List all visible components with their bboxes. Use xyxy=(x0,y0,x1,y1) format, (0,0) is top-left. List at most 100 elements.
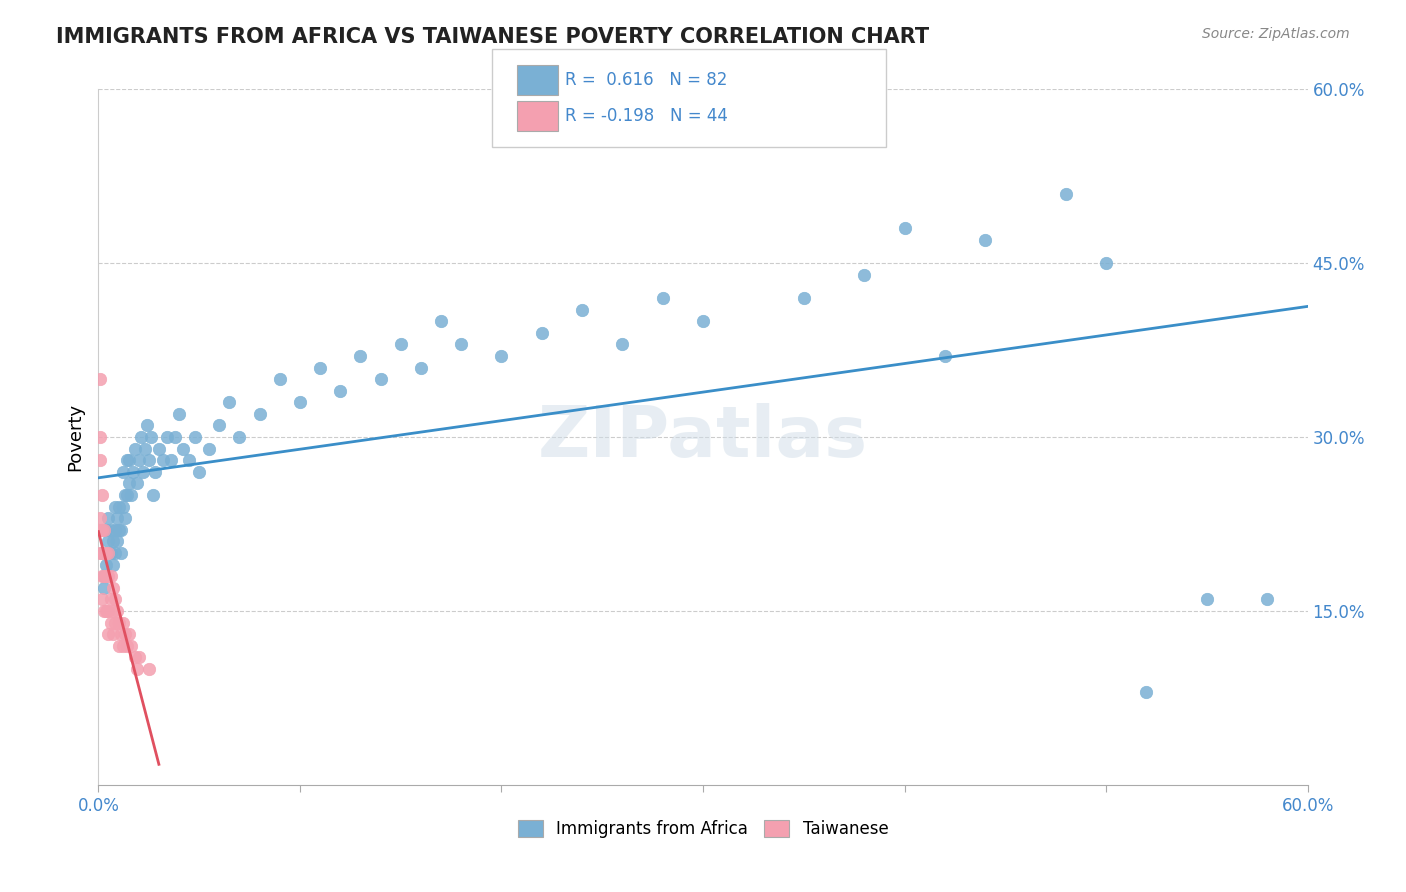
Point xyxy=(107,615,129,630)
Point xyxy=(103,500,125,514)
Point xyxy=(450,337,472,351)
Point xyxy=(96,546,118,560)
Point xyxy=(138,662,160,676)
Point xyxy=(101,604,124,618)
Point xyxy=(97,511,120,525)
Point xyxy=(105,511,128,525)
Text: Source: ZipAtlas.com: Source: ZipAtlas.com xyxy=(1202,27,1350,41)
Point xyxy=(893,221,915,235)
Point xyxy=(121,465,143,479)
Point xyxy=(105,534,128,549)
Point xyxy=(115,488,138,502)
Point xyxy=(329,384,352,398)
Point xyxy=(93,604,115,618)
Point xyxy=(91,592,114,607)
Point xyxy=(97,569,120,583)
Point xyxy=(93,546,115,560)
Point xyxy=(288,395,311,409)
Point xyxy=(97,627,120,641)
Point xyxy=(100,615,122,630)
Point xyxy=(125,476,148,491)
Point xyxy=(430,314,453,328)
Point xyxy=(107,639,129,653)
Point xyxy=(91,569,114,583)
Point xyxy=(93,569,115,583)
Point xyxy=(349,349,371,363)
Point xyxy=(124,442,146,456)
Point xyxy=(793,291,815,305)
Point xyxy=(91,546,114,560)
Point xyxy=(124,650,146,665)
Point xyxy=(100,592,122,607)
Point xyxy=(1195,592,1218,607)
Point xyxy=(97,546,120,560)
Legend: Immigrants from Africa, Taiwanese: Immigrants from Africa, Taiwanese xyxy=(509,812,897,847)
Text: ZIPatlas: ZIPatlas xyxy=(538,402,868,472)
Point xyxy=(132,465,155,479)
Text: R =  0.616   N = 82: R = 0.616 N = 82 xyxy=(565,71,727,89)
Point xyxy=(97,604,120,618)
Point xyxy=(160,453,183,467)
Point xyxy=(101,581,124,595)
Point xyxy=(89,453,111,467)
Point xyxy=(96,604,118,618)
Point xyxy=(114,511,136,525)
Point xyxy=(120,639,142,653)
Point xyxy=(651,291,673,305)
Point xyxy=(91,488,114,502)
Point xyxy=(128,650,150,665)
Point xyxy=(101,558,124,572)
Point xyxy=(139,430,162,444)
Point xyxy=(269,372,291,386)
Point xyxy=(96,558,118,572)
Point xyxy=(100,546,122,560)
Point xyxy=(389,337,412,351)
Point xyxy=(103,592,125,607)
Point xyxy=(934,349,956,363)
Y-axis label: Poverty: Poverty xyxy=(66,403,84,471)
Point xyxy=(89,523,111,537)
Point xyxy=(118,627,141,641)
Point xyxy=(125,662,148,676)
Point xyxy=(184,430,207,444)
Point xyxy=(188,465,211,479)
Point xyxy=(152,453,174,467)
Point xyxy=(135,418,157,433)
Point xyxy=(409,360,432,375)
Point xyxy=(129,430,152,444)
Point xyxy=(128,453,150,467)
Point xyxy=(692,314,714,328)
Point xyxy=(111,615,134,630)
Point xyxy=(114,488,136,502)
Point xyxy=(142,488,165,502)
Point xyxy=(93,569,115,583)
Point xyxy=(100,569,122,583)
Point xyxy=(1095,256,1118,270)
Point xyxy=(172,442,194,456)
Point xyxy=(974,233,997,247)
Point xyxy=(179,453,201,467)
Point xyxy=(1135,685,1157,699)
Point xyxy=(103,546,125,560)
Point xyxy=(530,326,553,340)
Point xyxy=(93,523,115,537)
Point xyxy=(103,523,125,537)
Point xyxy=(93,581,115,595)
Point xyxy=(120,488,142,502)
Point xyxy=(612,337,634,351)
Point xyxy=(107,500,129,514)
Point xyxy=(96,523,118,537)
Point xyxy=(143,465,166,479)
Point xyxy=(491,349,513,363)
Point xyxy=(96,569,118,583)
Point xyxy=(89,546,111,560)
Point xyxy=(167,407,190,421)
Point xyxy=(115,453,138,467)
Point xyxy=(228,430,250,444)
Point xyxy=(105,604,128,618)
Point xyxy=(111,639,134,653)
Point xyxy=(148,442,170,456)
Point xyxy=(370,372,392,386)
Point xyxy=(110,546,132,560)
Point xyxy=(110,627,132,641)
